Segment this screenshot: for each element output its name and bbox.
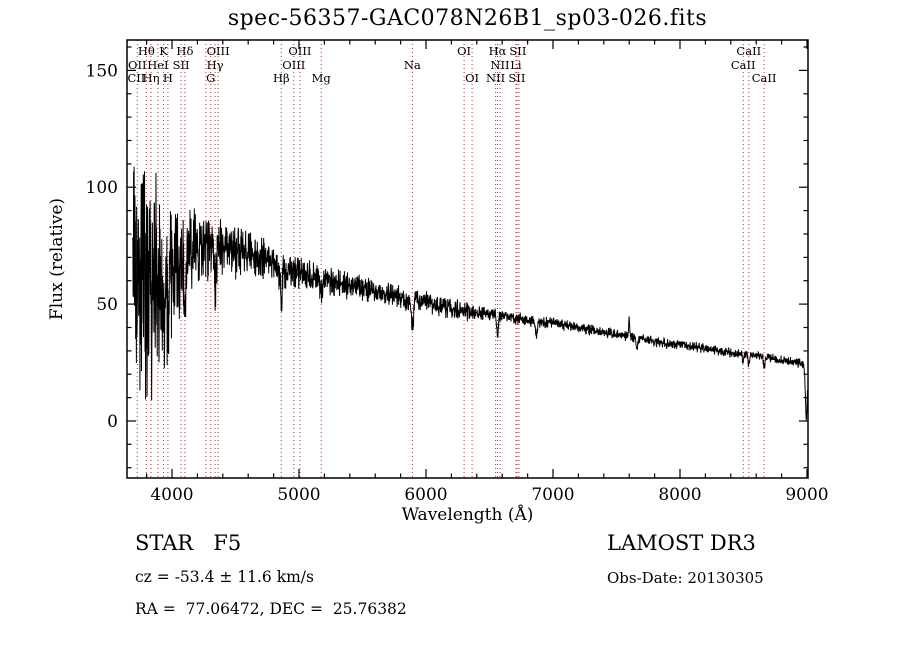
line-label: OII (128, 57, 147, 72)
y-tick-label: 0 (107, 412, 118, 432)
line-label: SII (172, 57, 190, 72)
line-label: G (206, 71, 216, 85)
line-label: Hγ (206, 57, 224, 72)
y-tick-label: 100 (86, 178, 118, 198)
line-label: NII (486, 71, 506, 85)
line-label: CaII (751, 71, 777, 85)
object-class-label: STAR F5 (135, 531, 242, 555)
x-tick-label: 8000 (658, 485, 701, 505)
y-tick-label: 150 (86, 61, 118, 81)
line-label: OIII (282, 57, 306, 72)
coordinates-label: RA = 77.06472, DEC = 25.76382 (135, 600, 407, 618)
line-label: Na (403, 57, 421, 72)
line-label: Mg (311, 71, 331, 85)
line-label: Hη (142, 71, 160, 85)
line-label: CaII (730, 57, 756, 72)
line-label: CaII (736, 44, 762, 58)
line-label: NII (490, 57, 510, 72)
line-label: OI (457, 44, 472, 58)
x-tick-label: 7000 (531, 485, 574, 505)
x-tick-label: 6000 (404, 485, 447, 505)
radial-velocity-label: cz = -53.4 ± 11.6 km/s (135, 568, 314, 586)
survey-label: LAMOST DR3 (607, 531, 756, 555)
line-label: Hθ (137, 44, 155, 58)
line-label: Li (510, 57, 522, 72)
x-tick-label: 4000 (150, 485, 193, 505)
line-label: SII (508, 71, 526, 85)
line-label: HeI (147, 57, 169, 72)
line-label: Hδ (176, 44, 194, 58)
spectrum-plot: 4000 5000 6000 7000 8000 9000 0 50 100 150 (86, 39, 829, 505)
obs-date-label: Obs-Date: 20130305 (607, 569, 764, 587)
line-label: H (162, 71, 173, 85)
spectrum-line (132, 166, 808, 422)
line-label: OI (465, 71, 480, 85)
line-label: Hα (488, 44, 507, 58)
line-label: OIII (288, 44, 312, 58)
line-label: CII (127, 71, 146, 85)
x-tick-label: 5000 (277, 485, 320, 505)
flux-axis-label: Flux (relative) (47, 197, 67, 321)
wavelength-axis-label: Wavelength (Å) (401, 505, 534, 525)
line-label: SII (509, 44, 527, 58)
axis-box (126, 39, 809, 479)
y-tick-label: 50 (96, 295, 118, 315)
line-label: Hβ (272, 71, 290, 85)
line-label: OIII (206, 44, 230, 58)
plot-title: spec-56357-GAC078N26B1_sp03-026.fits (227, 6, 708, 31)
line-label: K (159, 44, 168, 58)
x-tick-label: 9000 (785, 485, 828, 505)
